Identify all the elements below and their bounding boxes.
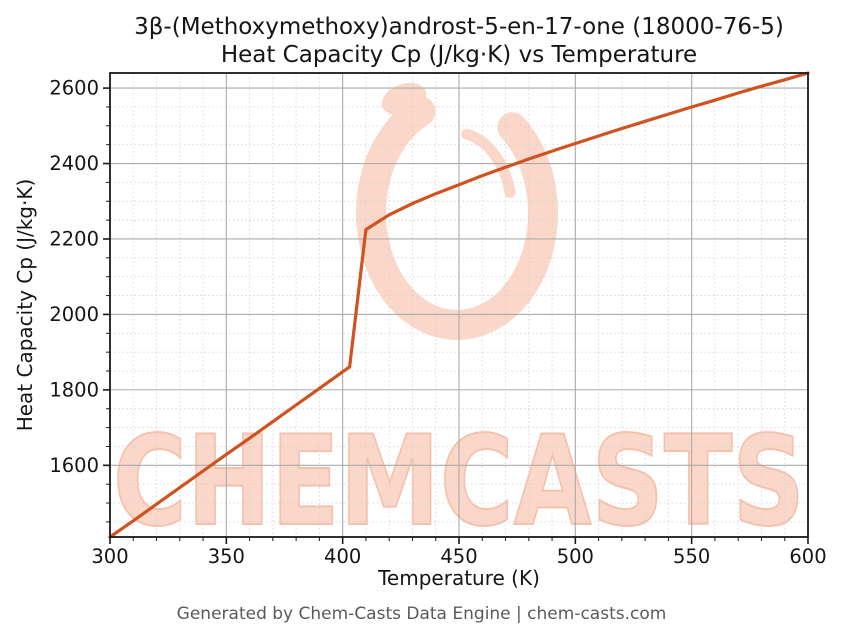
y-tick-label: 2000 [49, 303, 99, 326]
footer-credit: Generated by Chem-Casts Data Engine | ch… [176, 604, 667, 624]
cp-data-line [108, 71, 810, 539]
y-axis-label: Heat Capacity Cp (J/kg·K) [13, 178, 37, 432]
chemcasts-logo-blob [381, 82, 427, 116]
y-tick-label: 1800 [49, 378, 99, 401]
y-tick-label: 2200 [49, 227, 99, 250]
chart-title-line1: 3β-(Methoxymethoxy)androst-5-en-17-one (… [134, 14, 784, 40]
x-tick-label: 350 [208, 545, 245, 568]
x-tick-label: 600 [789, 545, 826, 568]
x-tick-label: 400 [324, 545, 361, 568]
x-axis-label: Temperature (K) [378, 566, 540, 590]
y-tick-label: 2400 [49, 152, 99, 175]
x-tick-label: 300 [91, 545, 128, 568]
x-tick-label: 450 [440, 545, 477, 568]
chemcasts-logo-watermark [356, 96, 558, 340]
y-tick-label: 2600 [49, 77, 99, 100]
x-tick-label: 550 [673, 545, 710, 568]
chart-title-line2: Heat Capacity Cp (J/kg·K) vs Temperature [220, 42, 698, 68]
y-tick-label: 1600 [49, 454, 99, 477]
x-tick-label: 500 [557, 545, 594, 568]
